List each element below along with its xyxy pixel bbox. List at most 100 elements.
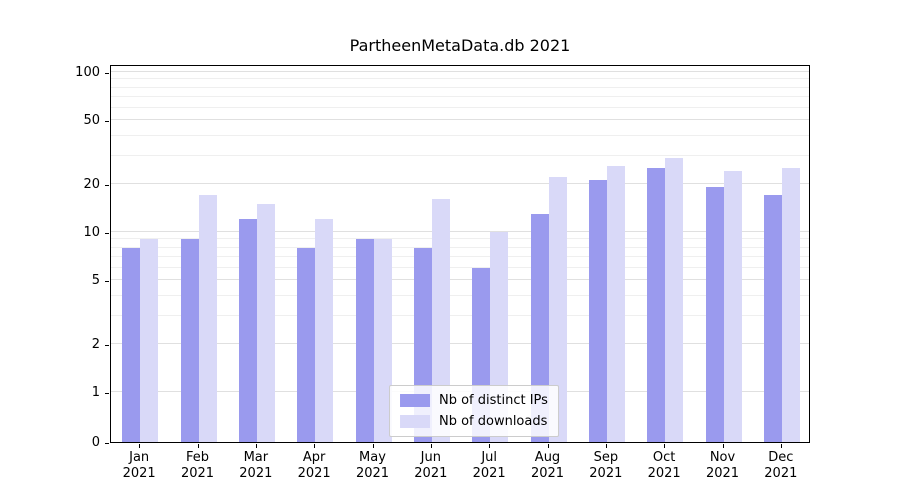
x-tick-year: 2021 xyxy=(414,466,448,481)
y-tick-label-2: 2 xyxy=(91,336,100,352)
gridline-90 xyxy=(111,78,809,80)
gridline-20 xyxy=(111,182,809,184)
y-tick-mark-20 xyxy=(105,184,109,186)
x-tick-month: Feb xyxy=(185,450,210,465)
x-tick-mark-Nov xyxy=(722,444,724,448)
x-tick-month: Mar xyxy=(243,450,269,465)
x-tick-month: Sep xyxy=(593,450,619,465)
x-tick-label-Feb: Feb 2021 xyxy=(168,450,228,482)
bar-downloads-Feb xyxy=(198,195,217,442)
bar-downloads-Mar xyxy=(256,203,275,442)
x-tick-month: Aug xyxy=(534,450,561,465)
x-tick-year: 2021 xyxy=(297,466,331,481)
gridline-10 xyxy=(111,231,809,232)
gridline-30 xyxy=(111,154,809,156)
gridline-6 xyxy=(111,266,809,268)
y-tick-label-20: 20 xyxy=(83,176,100,192)
x-tick-mark-May xyxy=(372,444,374,448)
bar-distinct-ips-Oct xyxy=(647,168,666,442)
bar-downloads-Oct xyxy=(665,158,684,442)
x-tick-label-Sep: Sep 2021 xyxy=(576,450,636,482)
y-tick-mark-10 xyxy=(105,233,109,234)
x-tick-year: 2021 xyxy=(122,466,156,481)
x-tick-month: Apr xyxy=(302,450,326,465)
x-tick-mark-Dec xyxy=(780,444,782,448)
x-tick-month: Jun xyxy=(420,450,441,465)
x-tick-label-Apr: Apr 2021 xyxy=(284,450,344,482)
bar-distinct-ips-Apr xyxy=(297,247,316,442)
gridline-40 xyxy=(111,134,809,136)
gridline-9 xyxy=(111,238,809,240)
gridline-60 xyxy=(111,106,809,108)
x-tick-label-Mar: Mar 2021 xyxy=(226,450,286,482)
x-tick-label-Nov: Nov 2021 xyxy=(693,450,753,482)
bar-distinct-ips-Dec xyxy=(763,195,782,442)
gridline-3 xyxy=(111,314,809,316)
gridline-5 xyxy=(111,279,809,281)
bar-distinct-ips-Feb xyxy=(180,239,199,442)
y-tick-label-5: 5 xyxy=(91,273,100,289)
gridline-4 xyxy=(111,294,809,296)
x-tick-month: May xyxy=(359,450,386,465)
x-tick-label-Oct: Oct 2021 xyxy=(634,450,694,482)
bar-distinct-ips-May xyxy=(355,239,374,442)
bar-distinct-ips-Sep xyxy=(588,180,607,442)
x-tick-month: Nov xyxy=(709,450,736,465)
bar-downloads-Apr xyxy=(315,219,334,442)
gridline-8 xyxy=(111,246,809,248)
legend-label: Nb of downloads xyxy=(438,414,548,429)
x-tick-mark-Aug xyxy=(547,444,549,448)
bar-downloads-Dec xyxy=(781,168,800,442)
x-tick-month: Jan xyxy=(129,450,150,465)
x-tick-label-Jan: Jan 2021 xyxy=(109,450,169,482)
bar-distinct-ips-Nov xyxy=(705,187,724,442)
x-tick-mark-Apr xyxy=(314,444,316,448)
x-tick-label-Dec: Dec 2021 xyxy=(751,450,811,482)
x-tick-month: Jul xyxy=(481,450,497,465)
x-tick-year: 2021 xyxy=(472,466,506,481)
x-tick-mark-Sep xyxy=(605,444,607,448)
gridline-70 xyxy=(111,95,809,97)
bar-downloads-Nov xyxy=(723,171,742,442)
gridline-100 xyxy=(111,71,809,72)
bar-downloads-May xyxy=(373,239,392,442)
y-tick-label-100: 100 xyxy=(75,65,100,80)
gridline-7 xyxy=(111,255,809,257)
legend-swatch-icon xyxy=(399,415,430,428)
gridline-50 xyxy=(111,119,809,121)
bar-distinct-ips-Aug xyxy=(530,213,549,442)
legend-swatch-icon xyxy=(399,394,430,407)
plot-area: Nb of distinct IPs Nb of downloads xyxy=(110,65,810,443)
chart-title: PartheenMetaData.db 2021 xyxy=(349,36,571,55)
y-tick-mark-1 xyxy=(105,393,109,394)
y-tick-label-0: 0 xyxy=(91,435,100,450)
y-tick-mark-2 xyxy=(105,344,109,346)
y-tick-label-10: 10 xyxy=(83,225,100,240)
x-tick-month: Dec xyxy=(768,450,794,465)
bar-distinct-ips-Jan xyxy=(122,247,141,442)
x-tick-label-Jun: Jun 2021 xyxy=(401,450,461,482)
bar-distinct-ips-Mar xyxy=(238,219,257,442)
x-tick-label-Jul: Jul 2021 xyxy=(459,450,519,482)
y-tick-mark-100 xyxy=(105,73,109,74)
bar-downloads-Jun xyxy=(431,199,450,442)
y-tick-mark-0 xyxy=(105,443,109,444)
legend-row-downloads: Nb of downloads xyxy=(399,414,548,429)
x-tick-year: 2021 xyxy=(705,466,740,481)
x-tick-year: 2021 xyxy=(180,466,215,481)
x-tick-mark-Mar xyxy=(255,444,257,448)
x-tick-year: 2021 xyxy=(647,466,681,481)
x-tick-year: 2021 xyxy=(764,466,798,481)
legend: Nb of distinct IPs Nb of downloads xyxy=(388,385,559,437)
y-tick-mark-50 xyxy=(105,121,109,123)
x-tick-year: 2021 xyxy=(239,466,273,481)
bar-downloads-Aug xyxy=(548,177,567,442)
x-tick-year: 2021 xyxy=(355,466,390,481)
x-tick-mark-Feb xyxy=(197,444,199,448)
x-tick-year: 2021 xyxy=(589,466,623,481)
bar-downloads-Jan xyxy=(140,239,159,442)
x-tick-mark-Jan xyxy=(139,444,141,448)
y-tick-label-1: 1 xyxy=(91,385,100,400)
gridline-2 xyxy=(111,342,809,344)
bar-downloads-Sep xyxy=(606,165,625,442)
